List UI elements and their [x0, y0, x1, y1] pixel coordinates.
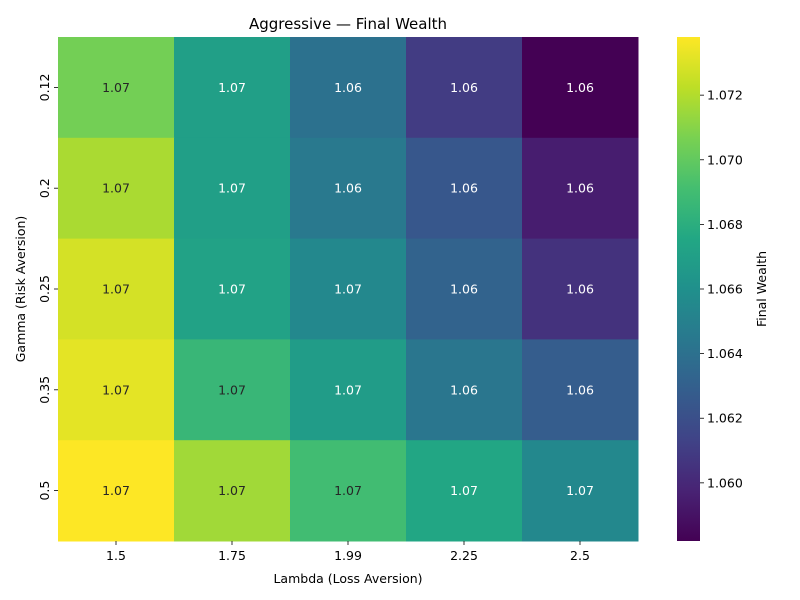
heatmap-cell: [174, 238, 291, 340]
heatmap-cell: [406, 339, 523, 441]
colorbar-tick-label: 1.066: [707, 282, 743, 297]
y-tick-label: 0.12: [37, 73, 52, 101]
colorbar-tick-label: 1.072: [707, 88, 743, 103]
cell-annotation: 1.07: [102, 382, 130, 397]
heatmap-cell: [174, 37, 291, 139]
cell-annotation: 1.07: [334, 382, 362, 397]
heatmap-cell: [406, 238, 523, 340]
heatmap-cell: [290, 37, 407, 139]
cell-annotation: 1.07: [566, 483, 594, 498]
cell-annotation: 1.06: [334, 181, 362, 196]
heatmap-cell: [290, 137, 407, 240]
cell-annotation: 1.06: [334, 80, 362, 95]
cell-annotation: 1.07: [218, 382, 246, 397]
cell-annotation: 1.07: [218, 483, 246, 498]
cell-annotation: 1.07: [102, 282, 130, 297]
y-axis-ticks: 0.12 0.2 0.25 0.35 0.5: [37, 73, 58, 501]
cell-annotation: 1.06: [450, 181, 478, 196]
heatmap-cell: [522, 37, 639, 139]
cell-annotation: 1.07: [102, 181, 130, 196]
colorbar-label: Final Wealth: [754, 251, 769, 327]
y-axis-label: Gamma (Risk Aversion): [13, 216, 28, 363]
heatmap-cell: [174, 339, 291, 441]
x-tick-label: 2.25: [450, 548, 478, 563]
cell-annotation: 1.06: [566, 282, 594, 297]
x-axis-label: Lambda (Loss Aversion): [273, 571, 422, 586]
x-tick-label: 2.5: [570, 548, 590, 563]
heatmap-cell: [406, 440, 523, 542]
chart-title: Aggressive — Final Wealth: [249, 15, 447, 33]
cell-annotation: 1.07: [218, 282, 246, 297]
heatmap-cell: [406, 37, 523, 139]
heatmap-cells: 1.07 1.07 1.06 1.06 1.06 1.07 1.07 1.06 1.06 1.06…: [58, 37, 639, 542]
heatmap-cell: [174, 137, 291, 240]
cell-annotation: 1.07: [218, 181, 246, 196]
cell-annotation: 1.06: [566, 80, 594, 95]
cell-annotation: 1.07: [334, 282, 362, 297]
heatmap-cell: [58, 440, 175, 542]
y-tick-label: 0.25: [37, 275, 52, 303]
heatmap-cell: [58, 137, 175, 240]
colorbar: [677, 37, 700, 541]
colorbar-tick-label: 1.068: [707, 217, 743, 232]
colorbar-tick-label: 1.060: [707, 475, 743, 490]
colorbar-tick-label: 1.062: [707, 411, 743, 426]
heatmap-cell: [290, 440, 407, 542]
heatmap-cell: [522, 440, 639, 542]
cell-annotation: 1.06: [450, 80, 478, 95]
heatmap-cell: [290, 238, 407, 340]
cell-annotation: 1.06: [566, 382, 594, 397]
cell-annotation: 1.06: [566, 181, 594, 196]
heatmap-cell: [58, 37, 175, 139]
colorbar-tick-label: 1.064: [707, 346, 743, 361]
cell-annotation: 1.06: [450, 382, 478, 397]
cell-annotation: 1.07: [450, 483, 478, 498]
cell-annotation: 1.07: [218, 80, 246, 95]
cell-annotation: 1.06: [450, 282, 478, 297]
x-tick-label: 1.75: [218, 548, 246, 563]
heatmap-cell: [58, 238, 175, 340]
y-tick-label: 0.35: [37, 376, 52, 404]
heatmap-cell: [406, 137, 523, 240]
x-axis-ticks: 1.5 1.75 1.99 2.25 2.5: [106, 541, 590, 563]
colorbar-tick-label: 1.070: [707, 152, 743, 167]
heatmap-cell: [522, 137, 639, 240]
x-tick-label: 1.5: [106, 548, 126, 563]
heatmap-cell: [290, 339, 407, 441]
heatmap-cell: [174, 440, 291, 542]
y-tick-label: 0.2: [37, 178, 52, 198]
cell-annotation: 1.07: [334, 483, 362, 498]
x-tick-label: 1.99: [334, 548, 362, 563]
heatmap-cell: [522, 339, 639, 441]
y-tick-label: 0.5: [37, 481, 52, 501]
cell-annotation: 1.07: [102, 80, 130, 95]
heatmap-cell: [58, 339, 175, 441]
heatmap-cell: [522, 238, 639, 340]
colorbar-ticks: 1.060 1.062 1.064 1.066 1.068 1.070 1.072: [700, 88, 743, 490]
cell-annotation: 1.07: [102, 483, 130, 498]
